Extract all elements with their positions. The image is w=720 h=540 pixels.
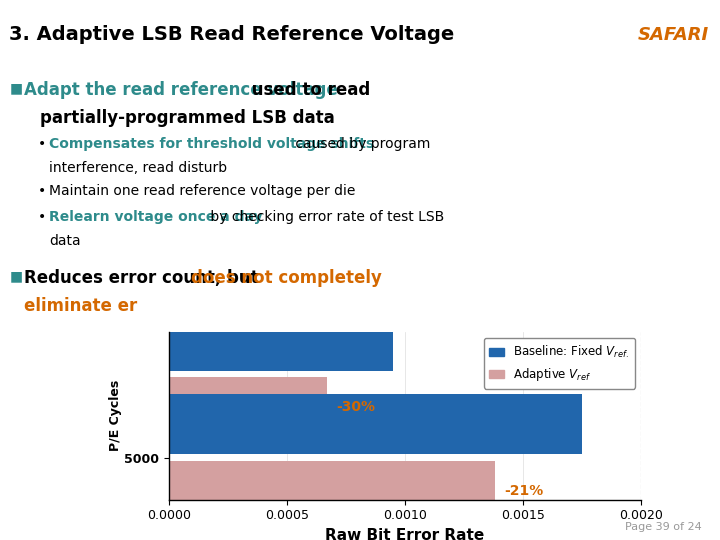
Text: used to read: used to read <box>246 81 370 99</box>
Text: -30%: -30% <box>337 401 376 414</box>
Text: 3. Adaptive LSB Read Reference Voltage: 3. Adaptive LSB Read Reference Voltage <box>9 25 454 44</box>
Text: Compensates for threshold voltage shifts: Compensates for threshold voltage shifts <box>49 137 374 151</box>
Text: eliminate er: eliminate er <box>24 298 137 315</box>
Text: Page 39 of 24: Page 39 of 24 <box>625 522 702 531</box>
Text: SAFARI: SAFARI <box>638 25 709 44</box>
Text: does not completely: does not completely <box>191 269 382 287</box>
Text: ■: ■ <box>9 81 22 95</box>
Text: •: • <box>38 137 46 151</box>
Text: •: • <box>38 211 46 225</box>
Text: Adapt the read reference voltage: Adapt the read reference voltage <box>24 81 338 99</box>
Text: partially-programmed LSB data: partially-programmed LSB data <box>40 109 334 127</box>
Text: data: data <box>49 234 81 248</box>
Text: Maintain one read reference voltage per die: Maintain one read reference voltage per … <box>49 185 356 199</box>
Text: Reduces error count, but: Reduces error count, but <box>24 269 264 287</box>
Text: -21%: -21% <box>504 484 544 498</box>
Text: interference, read disturb: interference, read disturb <box>49 161 227 175</box>
Text: •: • <box>38 185 46 199</box>
Y-axis label: P/E Cycles: P/E Cycles <box>109 380 122 451</box>
Text: ■: ■ <box>9 269 22 284</box>
Bar <box>169 310 393 370</box>
Bar <box>169 394 582 454</box>
Text: caused by program: caused by program <box>291 137 431 151</box>
Bar <box>169 377 327 437</box>
Legend: Baseline: Fixed $V_{ref.}$, Adaptive $V_{ref}$: Baseline: Fixed $V_{ref.}$, Adaptive $V_… <box>484 338 635 389</box>
X-axis label: Raw Bit Error Rate: Raw Bit Error Rate <box>325 528 485 540</box>
Text: Relearn voltage once a day: Relearn voltage once a day <box>49 211 263 225</box>
Text: by checking error rate of test LSB: by checking error rate of test LSB <box>206 211 444 225</box>
Bar <box>169 461 495 521</box>
